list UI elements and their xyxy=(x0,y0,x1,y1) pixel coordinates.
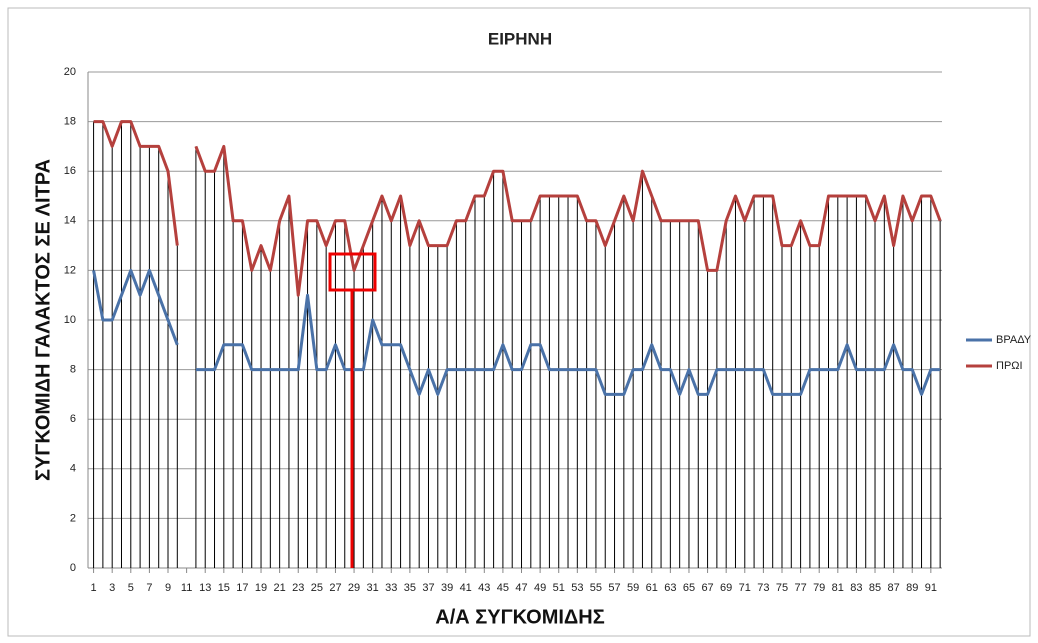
x-tick-label: 11 xyxy=(181,582,192,594)
y-tick-label: 18 xyxy=(64,116,76,128)
x-tick-label: 39 xyxy=(441,582,453,594)
x-tick-label: 55 xyxy=(590,582,602,594)
x-tick-label: 63 xyxy=(664,582,676,594)
series-line xyxy=(92,268,941,396)
x-tick-label: 21 xyxy=(274,582,286,594)
y-tick-label: 14 xyxy=(64,215,76,227)
x-tick-label: 61 xyxy=(646,582,658,594)
x-tick-label: 73 xyxy=(757,582,769,594)
x-tick-label: 89 xyxy=(906,582,918,594)
x-tick-label: 41 xyxy=(460,582,472,594)
x-tick-label: 25 xyxy=(311,582,323,594)
y-tick-label: 10 xyxy=(64,314,76,326)
x-tick-label: 57 xyxy=(608,582,620,594)
x-tick-label: 67 xyxy=(701,582,713,594)
x-tick-label: 35 xyxy=(404,582,416,594)
x-tick-label: 59 xyxy=(627,582,639,594)
x-tick-label: 81 xyxy=(832,582,844,594)
x-tick-label: 71 xyxy=(739,582,751,594)
y-tick-label: 20 xyxy=(64,66,76,78)
chart-frame xyxy=(7,7,1031,637)
x-tick-label: 5 xyxy=(128,582,134,594)
x-tick-label: 17 xyxy=(236,582,248,594)
x-tick-label: 65 xyxy=(683,582,695,594)
y-tick-label: 4 xyxy=(70,463,76,475)
annotation-box xyxy=(328,252,377,292)
x-tick-label: 91 xyxy=(925,582,937,594)
x-tick-label: 45 xyxy=(497,582,509,594)
x-tick-label: 15 xyxy=(218,582,230,594)
y-tick-label: 12 xyxy=(64,264,76,276)
x-tick-label: 79 xyxy=(813,582,825,594)
x-tick-label: 33 xyxy=(385,582,397,594)
legend-label: ΠΡΩΙ xyxy=(996,360,1023,372)
x-tick-label: 37 xyxy=(422,582,434,594)
x-tick-label: 85 xyxy=(869,582,881,594)
x-tick-label: 51 xyxy=(553,582,565,594)
x-tick-label: 3 xyxy=(109,582,115,594)
x-tick-label: 31 xyxy=(367,582,379,594)
x-tick-label: 1 xyxy=(91,582,97,594)
x-tick-label: 23 xyxy=(292,582,304,594)
x-tick-label: 19 xyxy=(255,582,267,594)
x-tick-label: 43 xyxy=(478,582,490,594)
x-tick-label: 9 xyxy=(165,582,171,594)
y-tick-label: 6 xyxy=(70,413,76,425)
x-tick-label: 7 xyxy=(146,582,152,594)
x-tick-label: 87 xyxy=(888,582,900,594)
x-tick-label: 27 xyxy=(329,582,341,594)
x-tick-label: 53 xyxy=(571,582,583,594)
x-tick-label: 49 xyxy=(534,582,546,594)
x-tick-label: 69 xyxy=(720,582,732,594)
x-tick-label: 47 xyxy=(515,582,527,594)
x-tick-label: 29 xyxy=(348,582,360,594)
x-tick-label: 13 xyxy=(199,582,211,594)
x-tick-label: 77 xyxy=(794,582,806,594)
chart-title: ΕΙΡΗΝΗ xyxy=(488,29,552,48)
y-tick-label: 0 xyxy=(70,562,76,574)
x-tick-label: 75 xyxy=(776,582,788,594)
x-axis-title: Α/Α ΣΥΓΚΟΜΙΔΗΣ xyxy=(435,606,604,628)
y-tick-label: 8 xyxy=(70,364,76,376)
y-axis-title: ΣΥΓΚΟΜΙΔΗ ΓΑΛΑΚΤΟΣ ΣΕ ΛΙΤΡΑ xyxy=(32,159,54,481)
y-tick-label: 16 xyxy=(64,165,76,177)
legend-label: ΒΡΑΔΥ xyxy=(996,334,1032,346)
series-line xyxy=(93,120,942,297)
y-tick-label: 2 xyxy=(70,512,76,524)
x-tick-label: 83 xyxy=(850,582,862,594)
